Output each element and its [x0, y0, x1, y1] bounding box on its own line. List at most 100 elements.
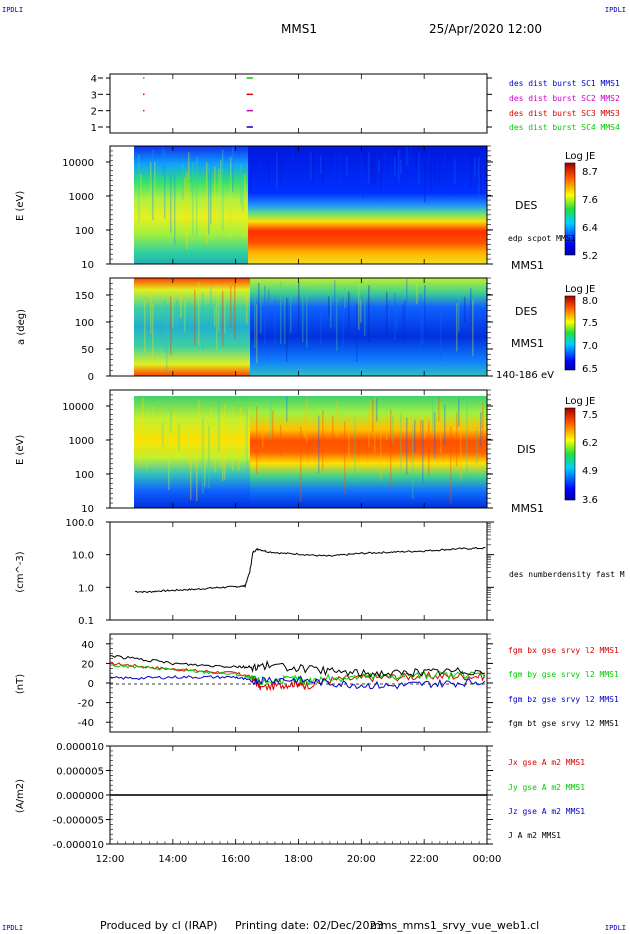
jy-legend: Jy gse A m2 MMS1: [508, 783, 586, 792]
spectro-streak: [394, 292, 396, 340]
spectro-streak: [386, 414, 388, 441]
spectro-streak: [470, 152, 472, 188]
density-line: [135, 546, 486, 594]
spectro-streak: [284, 285, 286, 344]
spectro-streak: [188, 152, 190, 197]
spectro-streak: [286, 396, 288, 422]
jz-legend: Jz gse A m2 MMS1: [508, 807, 586, 816]
spectro-streak: [374, 396, 376, 453]
spectro-streak: [230, 285, 232, 328]
spectro-streak: [438, 397, 440, 422]
spectro-streak: [404, 300, 406, 341]
spectro-streak: [406, 278, 408, 321]
spectro-streak: [340, 152, 342, 191]
footer-printing-date: Printing date: 02/Dec/2023: [235, 919, 384, 932]
spectro-streak: [222, 149, 224, 231]
spectro-streak: [222, 290, 224, 347]
colorbar-des-pitch-tick: 7.5: [582, 318, 598, 329]
bz-legend: fgm bz gse srvy l2 MMS1: [508, 695, 619, 704]
spectro-streak: [262, 419, 264, 448]
colorbar-des-energy-tick: 5.2: [582, 251, 598, 262]
dis-energy-spectrogram: 10 100 1000 10000: [62, 389, 493, 515]
colorbar-dis-tick: 4.9: [582, 466, 598, 477]
spectro-streak: [254, 296, 256, 348]
dis-energy-y-tick: 100: [75, 470, 94, 481]
colorbar-des-energy-title: Log JE: [565, 151, 596, 162]
spectro-streak: [428, 151, 430, 167]
spectro-streak: [398, 149, 400, 183]
dis-energy-ylabel: E (eV): [15, 434, 26, 465]
spectro-streak: [198, 399, 200, 428]
spectro-streak: [214, 424, 216, 472]
des-energy-ylabel: E (eV): [15, 190, 26, 221]
spectro-streak: [406, 146, 408, 167]
spectro-streak: [428, 420, 430, 476]
spectro-streak: [218, 398, 220, 453]
burst-y-tick: 3: [91, 90, 97, 101]
spectro-streak: [370, 157, 372, 186]
density-ylabel: (cm^-3): [15, 551, 26, 593]
density-y-tick: 0.1: [78, 616, 94, 627]
spectro-streak: [240, 407, 242, 444]
colorbar-des-energy: [564, 162, 576, 256]
spectro-streak: [170, 173, 172, 234]
spectro-streak: [210, 167, 212, 225]
spectro-streak: [268, 289, 270, 316]
spectro-streak: [424, 415, 426, 440]
spectro-streak: [298, 282, 300, 334]
current-ylabel: (A/m2): [15, 778, 26, 814]
spectro-streak: [348, 416, 350, 466]
spectro-streak: [318, 415, 320, 473]
colorbar-des-energy-tick: 6.4: [582, 223, 598, 234]
bfield-line: [109, 655, 485, 679]
spectro-streak: [372, 398, 374, 432]
spectro-streak: [192, 162, 194, 236]
spectro-streak: [410, 146, 412, 161]
spectro-streak: [422, 159, 424, 183]
burst-y-tick: 4: [91, 74, 97, 85]
spectro-streak: [208, 173, 210, 235]
spectro-streak: [338, 152, 340, 188]
spectro-streak: [408, 154, 410, 172]
spectro-streak: [434, 411, 436, 459]
spectro-streak: [206, 162, 208, 245]
by-legend: fgm by gse srvy l2 MMS1: [508, 670, 619, 679]
spectro-streak: [208, 425, 210, 489]
current-y-tick: -0.000005: [53, 816, 104, 827]
spectro-streak: [376, 398, 378, 422]
bfield-y-tick: -20: [78, 699, 94, 710]
spectro-streak: [188, 420, 190, 465]
colorbar-des-pitch-tick: 8.0: [582, 296, 598, 307]
spectro-streak: [330, 283, 332, 328]
des-energy-y-tick: 1000: [69, 192, 94, 203]
spectro-streak: [306, 286, 308, 348]
time-tick-label: 18:00: [284, 854, 313, 865]
colorbar-des-pitch: [564, 295, 576, 371]
spectro-streak: [172, 286, 174, 329]
spectro-streak: [134, 419, 136, 450]
spectro-streak: [444, 405, 446, 446]
spectro-streak: [412, 161, 414, 191]
spectro-streak: [310, 152, 312, 181]
spectro-streak: [198, 281, 200, 346]
spectro-streak: [416, 152, 418, 169]
spectro-streak: [286, 297, 288, 362]
spectro-streak: [248, 406, 250, 438]
des-energy-y-tick: 10: [81, 260, 94, 271]
spectro-streak: [142, 397, 144, 430]
bfield-y-tick: 0: [88, 679, 94, 690]
spectro-streak: [202, 417, 204, 495]
spectro-streak: [480, 155, 482, 194]
spectro-streak: [360, 299, 362, 323]
spectro-streak: [268, 161, 270, 184]
spectro-streak: [362, 159, 364, 200]
spectro-streak: [164, 148, 166, 219]
spectro-streak: [400, 412, 402, 473]
bt-legend: fgm bt gse srvy l2 MMS1: [508, 719, 619, 728]
spectro-streak: [196, 426, 198, 501]
burst-y-tick: 1: [91, 123, 97, 134]
corner-label-top-right: IPDLI: [604, 6, 626, 14]
spectro-streak: [364, 294, 366, 337]
spectro-streak: [394, 158, 396, 177]
current-density-panel: -0.000010 -0.000005 0.000000 0.000005 0.0000…: [53, 742, 493, 851]
